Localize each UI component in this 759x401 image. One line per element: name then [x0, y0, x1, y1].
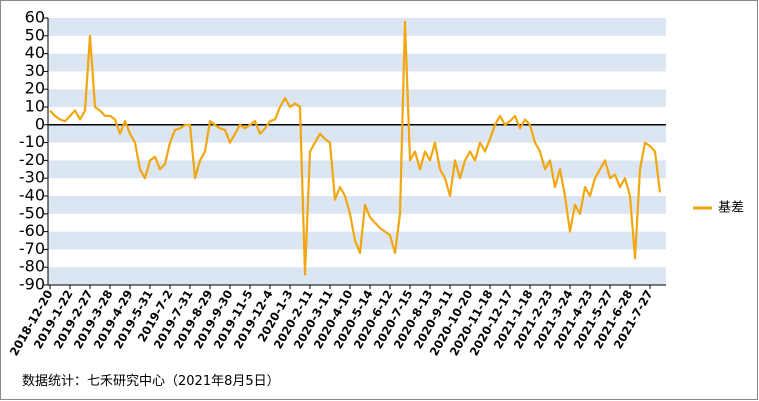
grid-band [48, 249, 666, 268]
y-tick-label: 0 [35, 114, 45, 133]
grid-band [48, 18, 666, 36]
grid-band [48, 160, 666, 179]
y-tick-label: -60 [19, 221, 45, 240]
grid-band [48, 71, 666, 90]
y-tick-label: -80 [19, 257, 45, 276]
grid-band [48, 35, 666, 54]
grid-band [48, 53, 666, 72]
y-tick-label: -70 [19, 239, 45, 258]
y-tick-label: 20 [25, 79, 45, 98]
y-tick-label: 30 [25, 61, 45, 80]
grid-band [48, 107, 666, 125]
y-tick-label: -50 [19, 203, 45, 222]
y-tick-label: -10 [19, 132, 45, 151]
grid-band [48, 196, 666, 214]
grid-band [48, 142, 666, 161]
grid-band [48, 213, 666, 232]
grid-band [48, 267, 666, 285]
y-tick-label: -90 [19, 275, 45, 294]
y-tick-label: 40 [25, 43, 45, 62]
y-tick-label: -40 [19, 186, 45, 205]
grid-band [48, 178, 666, 196]
legend-label: 基差 [718, 201, 744, 216]
y-tick-label: -30 [19, 168, 45, 187]
y-tick-label: 50 [25, 25, 45, 44]
y-tick-label: 10 [25, 97, 45, 116]
grid-band [48, 89, 666, 107]
series-line [49, 20, 662, 276]
y-tick-label: -20 [19, 150, 45, 169]
grid-band [48, 231, 666, 250]
y-tick-label: 60 [25, 8, 45, 27]
grid-band [48, 124, 666, 143]
source-note: 数据统计：七禾研究中心（2021年8月5日） [22, 374, 280, 389]
